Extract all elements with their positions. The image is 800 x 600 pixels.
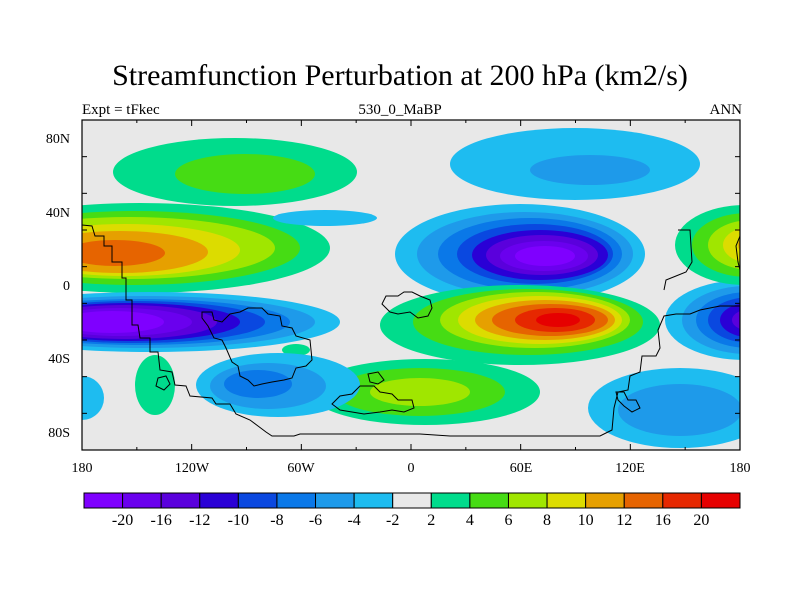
colorbar-label: 2	[427, 512, 436, 529]
colorbar-swatch	[276, 492, 317, 509]
colorbar-label: -4	[347, 512, 361, 529]
x-tick-label: 120E	[615, 461, 645, 476]
contour-cell-tropical-low-60e	[395, 204, 645, 304]
colorbar-label: -2	[386, 512, 400, 529]
contour-cell-north-pacific-high	[113, 138, 357, 206]
colorbar	[83, 492, 741, 509]
x-tick-label: 120W	[174, 461, 210, 476]
x-tick-label: 180	[729, 461, 751, 476]
map-title: Streamfunction Perturbation at 200 hPa (…	[112, 59, 688, 92]
colorbar-swatch	[546, 492, 587, 509]
y-tick-label: 80N	[45, 132, 70, 147]
small-island-outline-2	[367, 371, 385, 385]
x-tick-label: 60W	[287, 461, 315, 476]
x-tick-label: 60E	[509, 461, 533, 476]
colorbar-label: -8	[270, 512, 284, 529]
colorbar-swatch	[122, 492, 162, 509]
experiment-label: Expt = tFkec	[82, 102, 160, 118]
colorbar-swatch	[662, 492, 702, 509]
colorbar-swatch	[469, 492, 509, 509]
contour-cell-east-edge-low	[665, 280, 740, 360]
y-tick-label: 40N	[45, 206, 70, 221]
colorbar-swatch	[353, 492, 394, 509]
east-indian-islands	[615, 391, 641, 413]
colorbar-swatch	[392, 492, 432, 509]
colorbar-label: -6	[308, 512, 323, 529]
colorbar-label: -16	[150, 512, 172, 529]
x-tick-label: 180	[71, 461, 93, 476]
colorbar-swatch	[315, 492, 355, 509]
small-island-outline-1	[155, 375, 171, 391]
colorbar-label: 20	[693, 512, 710, 529]
case-label: 530_0_MaBP	[358, 102, 442, 118]
colorbar-swatch	[160, 492, 201, 509]
contour-cell-southern-high	[135, 344, 540, 425]
y-tick-label: 0	[63, 279, 70, 294]
contour-cell-east-edge-high	[675, 205, 740, 285]
contour-cell-north-asia-low	[450, 128, 700, 200]
asia-pacific-coast-2	[735, 235, 740, 271]
contour-cell-pacific-high-nh	[82, 203, 330, 293]
colorbar-label: 4	[465, 512, 474, 529]
antarctic-islands-outline	[331, 385, 415, 415]
south-america-outline	[201, 307, 313, 387]
colorbar-label: 12	[616, 512, 633, 529]
colorbar-swatch	[430, 492, 471, 509]
contour-cell-tropical-high-60e	[380, 285, 660, 365]
colorbar-label: 10	[577, 512, 594, 529]
colorbar-label: -20	[111, 512, 134, 529]
contour-cell-southern-indian-low	[588, 368, 740, 448]
contour-cell-southwest-low	[82, 376, 104, 420]
colorbar-label: 8	[543, 512, 552, 529]
colorbar-swatch	[507, 492, 548, 509]
x-tick-label: 0	[407, 461, 415, 476]
colorbar-label: 16	[654, 512, 671, 529]
coastlines	[82, 224, 740, 437]
y-tick-label: 80S	[48, 426, 70, 441]
contour-cell-south-america-low	[196, 353, 360, 417]
colorbar-swatch	[83, 492, 124, 509]
colorbar-swatch	[623, 492, 664, 509]
colorbar-label: -12	[189, 512, 211, 529]
contour-cell-pacific-low-sh	[82, 292, 340, 352]
colorbar-swatch	[585, 492, 625, 509]
colorbar-swatch	[700, 492, 741, 509]
colorbar-label: -10	[227, 512, 249, 529]
americas-coastline	[82, 224, 740, 437]
africa-outline	[381, 291, 433, 319]
colorbar-swatch	[199, 492, 239, 509]
colorbar-swatch	[237, 492, 278, 509]
contour-cell-north-atlantic-low	[273, 210, 377, 226]
axis-ticks	[81, 119, 741, 451]
y-tick-label: 40S	[48, 352, 70, 367]
asia-pacific-coast	[663, 229, 693, 291]
colorbar-label: 6	[504, 512, 513, 529]
season-label: ANN	[709, 102, 743, 118]
